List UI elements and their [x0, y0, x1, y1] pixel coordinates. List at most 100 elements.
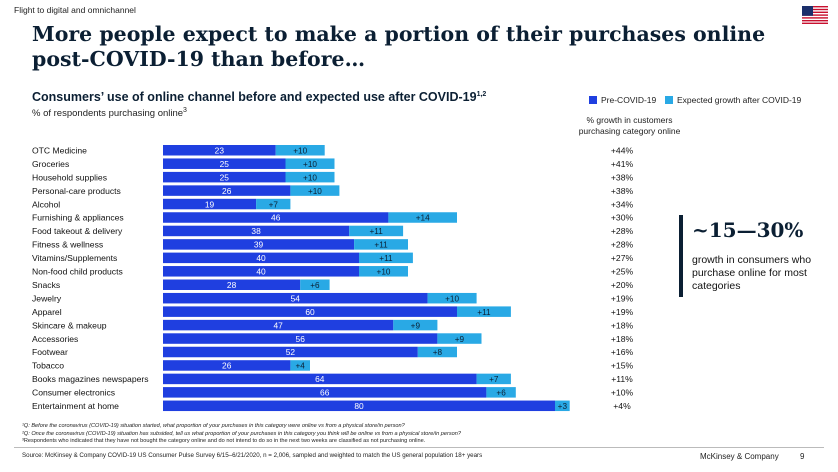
category-label: Books magazines newspapers — [32, 374, 149, 384]
bar-growth — [555, 400, 570, 412]
page-number: 9 — [800, 452, 805, 461]
callout-range: ~15—30% — [692, 218, 804, 242]
footnote-3: ³Respondents who indicated that they hav… — [22, 438, 426, 444]
bar-growth-label: +4 — [296, 362, 306, 371]
bar-pre-label: 40 — [256, 253, 266, 263]
growth-percent-label: +25% — [611, 267, 634, 277]
footnote-2: ²Q: Once the coronavirus (COVID-19) situ… — [22, 430, 462, 437]
bar-pre-covid — [163, 333, 438, 344]
bar-growth-label: +9 — [411, 321, 421, 330]
bar-pre-label: 39 — [254, 240, 264, 250]
bar-pre-covid — [163, 387, 487, 398]
bar-pre-covid — [163, 185, 291, 196]
bar-growth — [359, 266, 408, 277]
footnotes: ¹Q: Before the coronavirus (COVID-19) si… — [22, 423, 461, 446]
growth-percent-label: +34% — [611, 199, 634, 209]
growth-percent-label: +28% — [611, 226, 634, 236]
us-flag-icon — [802, 6, 828, 24]
bar-growth-label: +11 — [379, 254, 393, 263]
bar-growth-label: +10 — [308, 187, 322, 196]
legend-swatch-growth — [665, 96, 673, 104]
bar-growth-label: +7 — [489, 375, 499, 384]
category-label: Footwear — [32, 347, 68, 357]
bar-growth — [300, 279, 330, 290]
bar-growth-label: +6 — [310, 281, 320, 290]
bar-growth — [349, 225, 404, 237]
bar-growth — [290, 185, 340, 196]
bar-pre-label: 66 — [320, 388, 330, 398]
bar-growth-label: +6 — [496, 389, 506, 398]
legend-item-pre: Pre-COVID-19 — [589, 95, 656, 105]
bar-pre-covid — [163, 400, 555, 412]
category-label: Fitness & wellness — [32, 240, 103, 250]
bar-pre-covid — [163, 171, 286, 183]
growth-percent-label: +41% — [611, 159, 634, 169]
bar-growth — [285, 158, 335, 169]
bar-pre-label: 38 — [251, 226, 261, 236]
bar-pre-covid — [163, 292, 428, 304]
bar-pre-covid — [163, 279, 301, 290]
chart-unit-label: % of respondents purchasing online3 — [32, 107, 187, 120]
bar-growth-label: +3 — [558, 402, 568, 411]
category-label: Consumer electronics — [32, 388, 115, 398]
growth-percent-label: +20% — [611, 280, 634, 290]
bar-pre-label: 46 — [271, 213, 281, 223]
subtitle-footnote-ref: 1,2 — [476, 90, 487, 98]
growth-percent-label: +38% — [611, 172, 634, 182]
bar-pre-covid — [163, 319, 394, 331]
bar-pre-label: 64 — [315, 374, 325, 384]
growth-percent-label: +18% — [611, 334, 634, 344]
bar-growth — [427, 292, 477, 304]
category-label: Accessories — [32, 334, 78, 344]
bar-growth-label: +11 — [370, 227, 384, 236]
category-label: Alcohol — [32, 199, 60, 209]
growth-percent-label: +16% — [611, 347, 634, 357]
category-label: Furnishing & appliances — [32, 213, 124, 223]
bar-pre-label: 25 — [220, 172, 230, 182]
growth-percent-label: +30% — [611, 213, 634, 223]
bar-growth-label: +10 — [303, 160, 317, 169]
bar-growth — [285, 171, 335, 183]
bar-growth-label: +9 — [455, 335, 465, 344]
bar-pre-covid — [163, 373, 477, 385]
source-note: Source: McKinsey & Company COVID-19 US C… — [22, 452, 483, 459]
bar-pre-label: 80 — [354, 401, 364, 411]
category-label: Household supplies — [32, 172, 107, 182]
bar-pre-covid — [163, 266, 359, 277]
category-label: Food takeout & delivery — [32, 226, 123, 236]
category-label: Vitamins/Supplements — [32, 253, 117, 263]
bar-growth — [486, 387, 516, 398]
callout-bracket — [679, 215, 683, 297]
growth-percent-label: +28% — [611, 240, 634, 250]
bar-pre-covid — [163, 239, 355, 250]
growth-percent-label: +10% — [611, 388, 634, 398]
bar-pre-label: 26 — [222, 361, 232, 371]
callout-text: growth in consumers who purchase online … — [692, 254, 812, 292]
bar-growth-label: +7 — [269, 200, 279, 209]
bar-growth-label: +11 — [374, 241, 388, 250]
bar-pre-covid — [163, 360, 291, 371]
bar-pre-covid — [163, 198, 257, 210]
legend-label-growth: Expected growth after COVID-19 — [677, 95, 802, 105]
bar-pre-label: 28 — [227, 280, 237, 290]
bar-pre-covid — [163, 252, 359, 264]
bar-growth — [393, 319, 438, 331]
bar-pre-label: 60 — [305, 307, 315, 317]
footnote-1: ¹Q: Before the coronavirus (COVID-19) si… — [22, 423, 405, 429]
bar-growth — [275, 145, 325, 156]
bar-pre-covid — [163, 212, 389, 223]
bar-growth — [437, 333, 482, 344]
bar-pre-label: 54 — [291, 293, 301, 303]
bar-pre-covid — [163, 346, 418, 358]
bar-growth-label: +14 — [416, 214, 430, 223]
eyebrow-label: Flight to digital and omnichannel — [14, 5, 136, 15]
bar-growth-label: +10 — [445, 294, 459, 303]
bar-growth — [290, 360, 310, 371]
stacked-bar-chart: OTC Medicine 23 +10 +44% Groceries 25 +10 +41% H… — [32, 145, 634, 412]
legend-swatch-pre — [589, 96, 597, 104]
bar-growth — [417, 346, 457, 358]
bar-pre-label: 25 — [220, 159, 230, 169]
growth-percent-label: +15% — [611, 361, 634, 371]
bar-growth — [359, 252, 413, 264]
bar-pre-covid — [163, 225, 350, 237]
